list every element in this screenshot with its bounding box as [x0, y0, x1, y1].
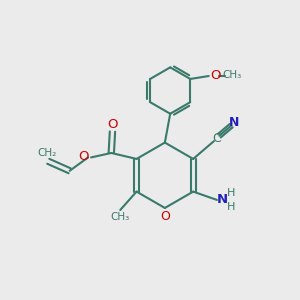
Text: CH₂: CH₂ — [38, 148, 57, 158]
Text: H: H — [227, 188, 236, 197]
Text: N: N — [229, 116, 239, 129]
Text: O: O — [160, 210, 170, 223]
Text: O: O — [107, 118, 118, 131]
Text: CH₃: CH₃ — [222, 70, 242, 80]
Text: CH₃: CH₃ — [110, 212, 129, 223]
Text: O: O — [210, 69, 220, 82]
Text: O: O — [79, 150, 89, 163]
Text: H: H — [227, 202, 236, 212]
Text: N: N — [217, 193, 228, 206]
Text: C: C — [213, 132, 221, 145]
